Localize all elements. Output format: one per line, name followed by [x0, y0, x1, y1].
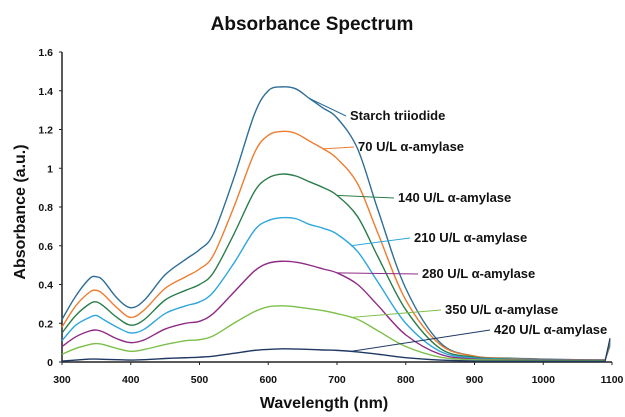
- x-axis-title: Wavelength (nm): [260, 395, 388, 412]
- leader-line: [336, 272, 419, 275]
- x-tick-label: 500: [191, 374, 209, 386]
- series-line-5: [61, 305, 606, 362]
- x-tick-label: 1000: [532, 374, 556, 386]
- series-label: 70 U/L α-amylase: [358, 139, 464, 154]
- series-label: 420 U/L α-amylase: [494, 322, 607, 337]
- x-tick-label: 600: [259, 374, 277, 386]
- series-lines: [61, 86, 611, 362]
- x-tick-label: 800: [397, 374, 415, 386]
- series-label: 140 U/L α-amylase: [398, 190, 511, 205]
- x-tick-label: 400: [122, 374, 140, 386]
- series-line-6: [61, 348, 606, 362]
- chart-title: Absorbance Spectrum: [211, 14, 414, 35]
- leader-line: [350, 309, 442, 318]
- x-tick-label: 1100: [601, 374, 624, 386]
- series-label: Starch triiodide: [350, 108, 445, 123]
- series-line-2: [61, 173, 606, 361]
- y-tick-label: 0.8: [38, 202, 53, 214]
- leader-line: [336, 194, 395, 199]
- y-axis-title: Absorbance (a.u.): [12, 144, 29, 279]
- series-label: 210 U/L α-amylase: [414, 230, 527, 245]
- y-tick-label: 1: [47, 163, 53, 175]
- series-end-tail-6: [604, 338, 611, 362]
- series-line-1: [61, 130, 606, 361]
- series-line-0: [61, 86, 606, 361]
- series-label: 280 U/L α-amylase: [422, 266, 535, 281]
- label-leader-lines: [309, 98, 491, 352]
- series-line-4: [61, 260, 606, 361]
- y-tick-labels: 0 0.2 0.4 0.6 0.8 1 1.2 1.4 1.6: [38, 47, 62, 369]
- x-tick-labels: 300 400 500 600 700 800 900 1000 1100: [53, 362, 624, 386]
- series-line-3: [61, 216, 606, 361]
- leader-line: [323, 146, 355, 150]
- y-tick-label: 0: [47, 357, 53, 369]
- series-labels: Starch triiodide 70 U/L α-amylase 140 U/L …: [350, 108, 607, 337]
- x-tick-label: 300: [53, 374, 71, 386]
- x-tick-label: 700: [328, 374, 346, 386]
- y-tick-label: 1.6: [38, 47, 53, 59]
- leader-line: [350, 237, 411, 247]
- leader-line: [350, 329, 491, 352]
- series-label: 350 U/L α-amylase: [445, 302, 558, 317]
- y-tick-label: 0.4: [38, 280, 53, 292]
- y-tick-label: 1.2: [38, 125, 53, 137]
- x-tick-label: 900: [466, 374, 484, 386]
- y-tick-label: 1.4: [38, 86, 53, 98]
- leader-line: [309, 98, 347, 117]
- y-tick-label: 0.2: [38, 318, 53, 330]
- y-tick-label: 0.6: [38, 241, 53, 253]
